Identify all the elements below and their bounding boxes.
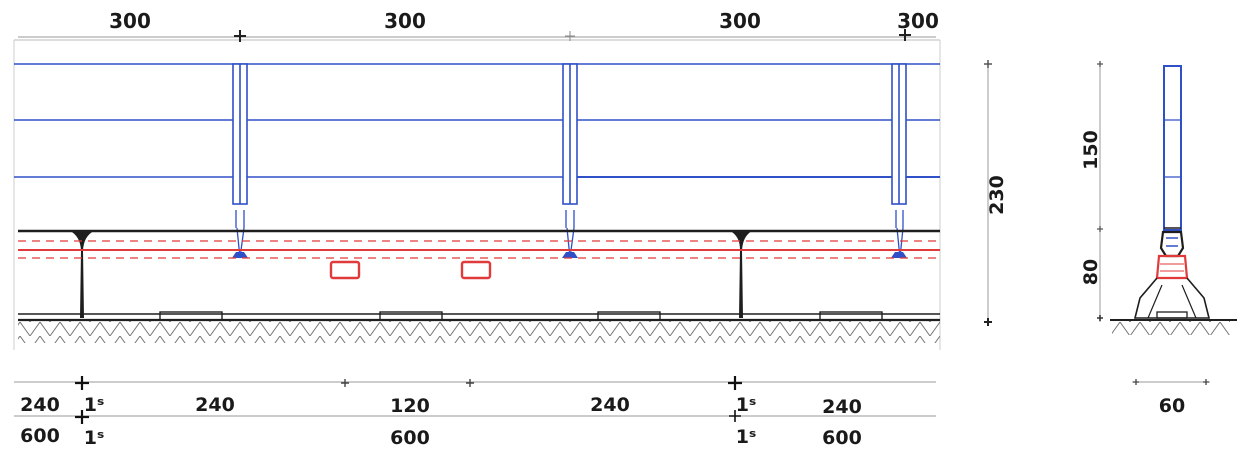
top-dim-2: 300 xyxy=(384,9,426,33)
section-post xyxy=(1163,65,1182,231)
post-bases xyxy=(232,252,907,258)
joint-2 xyxy=(730,231,752,318)
rails xyxy=(14,63,940,178)
drain-outlet-1 xyxy=(329,260,361,280)
dim-row2-4: 1ˢ xyxy=(736,426,756,448)
dim-row1-2: 1ˢ xyxy=(84,394,104,416)
height-dim-label: 230 xyxy=(986,175,1008,215)
dim-row2-2: 1ˢ xyxy=(84,427,104,449)
post-2 xyxy=(562,63,578,259)
plus-tick-icon xyxy=(729,410,741,422)
dim-row1-3: 240 xyxy=(195,394,235,416)
top-ticks xyxy=(234,29,911,42)
drain-outlet-2 xyxy=(460,260,492,280)
parapet xyxy=(18,229,940,322)
dim-row2-3: 600 xyxy=(390,427,430,449)
bottom-ticks xyxy=(75,376,742,424)
dim-row1-4: 120 xyxy=(390,395,430,417)
joint-1 xyxy=(70,231,94,318)
top-dim-1: 300 xyxy=(109,9,151,33)
plus-tick-icon xyxy=(899,29,911,41)
plus-tick-icon xyxy=(75,376,89,390)
posts xyxy=(232,63,907,259)
dim-row1-5: 240 xyxy=(590,394,630,416)
cross-section xyxy=(1097,61,1237,385)
section-head xyxy=(1159,230,1185,258)
top-dim-4: 300 xyxy=(897,9,939,33)
post-1 xyxy=(232,63,248,259)
top-dim-3: 300 xyxy=(719,9,761,33)
dim-row2-5: 600 xyxy=(822,427,862,449)
post-3 xyxy=(891,63,907,259)
dim-row1-1: 240 xyxy=(20,394,60,416)
plus-tick-icon xyxy=(565,31,575,41)
plus-tick-icon xyxy=(234,30,246,42)
plus-tick-icon xyxy=(75,410,89,424)
ground-hatch xyxy=(18,321,940,343)
plus-tick-icon xyxy=(728,376,742,390)
dim-row1-7: 240 xyxy=(822,396,862,418)
height-dimension xyxy=(984,60,992,326)
section-drain xyxy=(1155,254,1189,280)
plus-tick-icon xyxy=(466,379,474,387)
dim-row1-6: 1ˢ xyxy=(736,394,756,416)
section-width-dim: 60 xyxy=(1159,395,1185,417)
plus-tick-icon xyxy=(341,379,349,387)
section-upper-dim: 150 xyxy=(1080,130,1102,170)
dim-row2-1: 600 xyxy=(20,425,60,447)
drainage-band xyxy=(18,240,940,280)
section-lower-dim: 80 xyxy=(1080,259,1102,285)
